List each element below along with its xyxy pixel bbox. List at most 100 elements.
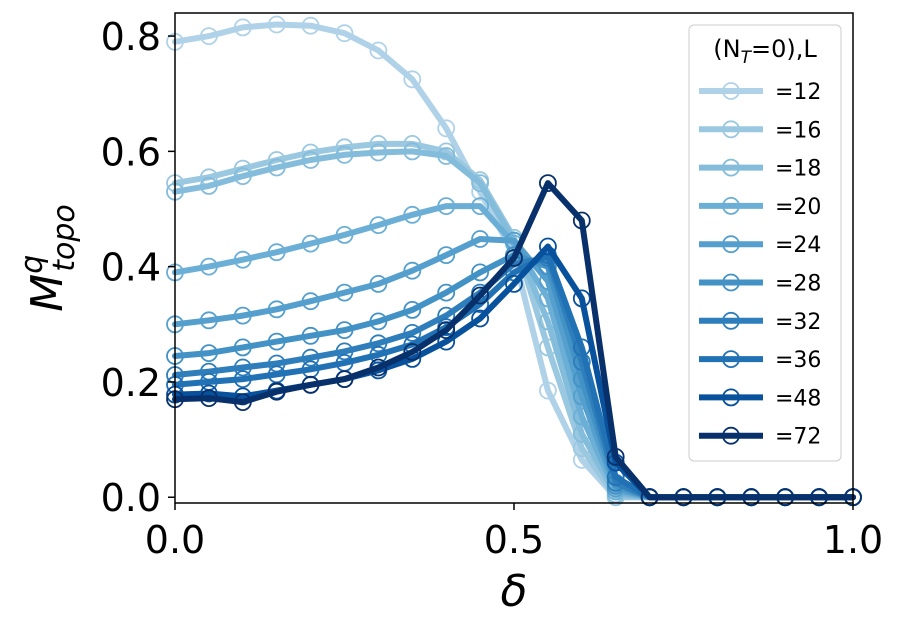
legend: (NT=0),L =12 =16 =18 =20 =24 =28 =32 =36 =48 =72 [688, 24, 842, 462]
legend-marker [722, 311, 740, 330]
data-point [471, 309, 490, 328]
data-point [335, 370, 354, 389]
data-point [471, 174, 490, 193]
data-point [369, 41, 388, 60]
data-point [267, 332, 286, 351]
data-point [437, 321, 456, 340]
legend-entry: =36 [699, 348, 821, 373]
y-axis-label-text: Mqtopo [15, 204, 82, 312]
data-point [369, 216, 388, 235]
y-tick-label: 0.0 [101, 476, 161, 520]
data-point [471, 230, 490, 248]
data-point [233, 306, 252, 325]
data-point [335, 145, 354, 164]
legend-marker [722, 158, 740, 177]
data-point [301, 151, 320, 169]
legend-label: =72 [775, 425, 821, 450]
data-point [301, 16, 320, 35]
data-point [403, 300, 422, 319]
data-point [437, 246, 456, 265]
data-point [606, 468, 625, 487]
data-point [640, 488, 659, 507]
data-point [437, 283, 456, 302]
legend-marker [722, 388, 740, 407]
data-point [199, 27, 218, 45]
legend-label: =28 [775, 272, 821, 297]
data-point [335, 24, 354, 43]
data-point [606, 447, 625, 466]
legend-marker [722, 196, 740, 215]
y-axis-label-sub: topo [47, 204, 82, 272]
data-point [301, 234, 320, 253]
legend-label: =12 [775, 80, 821, 105]
data-point [267, 300, 286, 319]
data-point [233, 370, 252, 389]
legend-label: =36 [775, 348, 821, 373]
data-point [505, 249, 523, 267]
data-point [403, 142, 422, 161]
data-point [301, 326, 320, 345]
data-point [810, 488, 828, 507]
legend-label: =24 [775, 233, 821, 258]
legend-marker [722, 273, 740, 292]
data-point [301, 348, 320, 367]
y-tick-label: 0.2 [101, 361, 161, 405]
data-point [199, 257, 218, 276]
data-point [199, 311, 218, 330]
legend-entry: =72 [699, 425, 821, 450]
legend-entry: =28 [699, 272, 821, 297]
data-point [471, 286, 490, 305]
legend-entry: =24 [699, 233, 821, 258]
legend-label: =16 [775, 118, 821, 143]
data-point [335, 283, 354, 302]
data-point [199, 389, 218, 408]
series-line-9 [172, 180, 856, 501]
legend-marker [722, 350, 740, 369]
data-point [199, 344, 218, 363]
ticks-layer: 0.0 0.5 1.0 0.0 0.2 0.4 0.6 0.8 [101, 15, 884, 562]
y-tick-label: 0.6 [101, 130, 161, 174]
data-point [233, 393, 252, 412]
legend-entry: =20 [699, 195, 821, 220]
data-point [267, 243, 286, 262]
legend-entry: =48 [699, 386, 821, 411]
data-point [403, 70, 422, 89]
data-point [267, 158, 286, 177]
data-point [335, 321, 354, 340]
data-point [776, 488, 795, 507]
y-tick-label: 0.4 [101, 246, 161, 290]
data-point [369, 312, 388, 331]
x-tick-label: 1.0 [823, 518, 883, 562]
data-point [539, 237, 557, 256]
data-point [539, 381, 557, 400]
data-point [233, 18, 252, 37]
data-point [369, 274, 388, 293]
legend-label: =18 [775, 157, 821, 182]
legend-marker [722, 235, 740, 254]
data-point [335, 342, 354, 361]
data-point [267, 15, 286, 34]
data-point [505, 274, 523, 293]
data-point [403, 323, 422, 342]
data-point [233, 167, 252, 186]
legend-entry: =32 [699, 310, 821, 335]
legend-marker [722, 426, 740, 445]
data-point [471, 197, 490, 216]
legend-label: =32 [775, 310, 821, 335]
data-point [369, 143, 388, 162]
data-point [708, 488, 727, 507]
data-point [267, 382, 286, 401]
y-axis-label-main: M [22, 274, 73, 312]
series-9 [166, 174, 862, 507]
data-point [301, 375, 320, 394]
x-axis-label: δ [501, 566, 528, 617]
legend-marker [722, 120, 740, 139]
x-tick-label: 0.0 [145, 518, 205, 562]
data-point [199, 384, 218, 403]
x-tick-label: 0.5 [484, 518, 544, 562]
y-tick-label: 0.8 [101, 15, 161, 59]
legend-entry: =18 [699, 157, 821, 182]
data-point [403, 205, 422, 224]
data-point [539, 174, 557, 193]
legend-title: (NT=0),L [713, 35, 817, 68]
